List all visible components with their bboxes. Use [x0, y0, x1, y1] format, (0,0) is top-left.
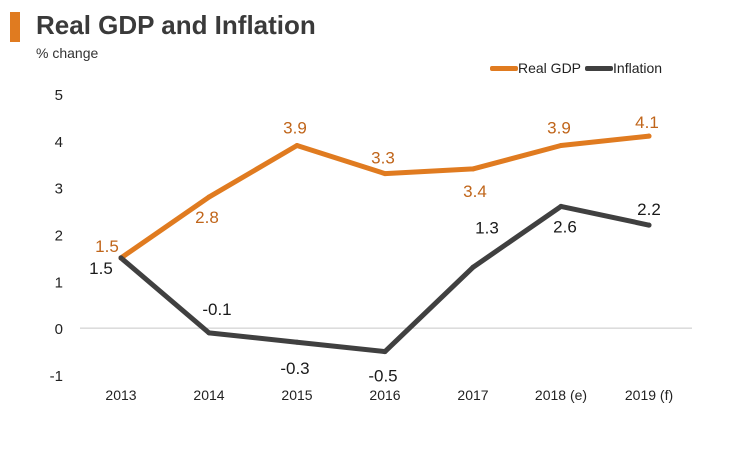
- data-point-inflation: [118, 255, 124, 261]
- x-tick-label: 2019 (f): [625, 387, 673, 403]
- data-point-inflation: [382, 349, 388, 355]
- legend-item-real-gdp: Real GDP: [490, 60, 581, 76]
- data-label-inflation: 1.3: [475, 218, 499, 237]
- data-point-inflation: [470, 264, 476, 270]
- x-tick-label: 2017: [457, 387, 488, 403]
- y-tick-label: 2: [55, 228, 63, 245]
- x-tick-label: 2016: [369, 387, 400, 403]
- data-point-real-gdp: [206, 194, 212, 200]
- data-label-inflation: 2.6: [553, 217, 577, 236]
- data-point-real-gdp: [382, 171, 388, 177]
- data-point-real-gdp: [646, 133, 652, 139]
- legend-swatch-inflation: [585, 65, 614, 71]
- data-label-inflation: 2.2: [637, 200, 661, 219]
- data-point-real-gdp: [558, 143, 564, 149]
- chart-title: Real GDP and Inflation: [36, 10, 316, 40]
- y-tick-label: 5: [55, 87, 63, 104]
- data-label-inflation: -0.3: [280, 359, 309, 378]
- legend-label-inflation: Inflation: [613, 60, 663, 76]
- y-tick-label: 3: [55, 181, 63, 198]
- data-label-inflation: -0.1: [202, 300, 231, 319]
- legend-swatch-real-gdp: [490, 65, 518, 71]
- x-tick-label: 2013: [105, 387, 136, 403]
- title-accent-bar: [10, 12, 20, 42]
- data-point-inflation: [294, 339, 300, 345]
- y-tick-label: -1: [50, 368, 63, 385]
- data-point-real-gdp: [294, 143, 300, 149]
- legend-item-inflation: Inflation: [585, 60, 662, 76]
- data-label-real-gdp: 2.8: [195, 208, 219, 227]
- chart-subtitle: % change: [36, 45, 99, 61]
- data-point-inflation: [558, 203, 564, 209]
- y-tick-label: 1: [55, 274, 63, 291]
- data-point-inflation: [646, 222, 652, 228]
- data-label-real-gdp: 3.4: [463, 182, 487, 201]
- legend: Real GDP Inflation: [490, 60, 662, 76]
- y-tick-label: 0: [55, 321, 63, 338]
- data-label-real-gdp: 4.1: [635, 113, 659, 132]
- y-tick-label: 4: [55, 134, 63, 151]
- x-tick-label: 2018 (e): [535, 387, 587, 403]
- x-tick-label: 2015: [281, 387, 312, 403]
- data-point-inflation: [206, 330, 212, 336]
- x-tick-label: 2014: [193, 387, 224, 403]
- data-label-real-gdp: 3.9: [283, 119, 307, 138]
- data-label-real-gdp: 3.9: [547, 119, 571, 138]
- data-point-real-gdp: [470, 166, 476, 172]
- data-label-inflation: -0.5: [368, 367, 397, 386]
- data-label-inflation: 1.5: [89, 259, 113, 278]
- data-label-real-gdp: 1.5: [95, 237, 119, 256]
- data-label-real-gdp: 3.3: [371, 149, 395, 168]
- legend-label-real-gdp: Real GDP: [518, 60, 582, 76]
